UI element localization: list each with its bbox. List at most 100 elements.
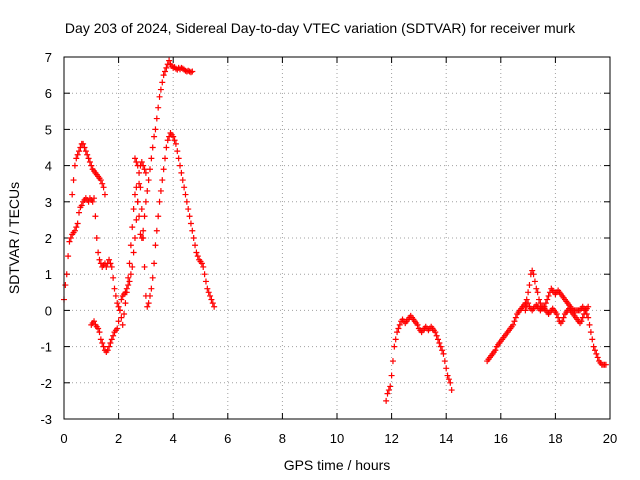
- data-point: [159, 177, 166, 184]
- data-point: [106, 256, 113, 263]
- data-point: [172, 140, 179, 147]
- data-point: [525, 289, 532, 296]
- series-segment-3: [88, 158, 149, 356]
- plot-frame: [63, 56, 611, 420]
- y-tick-label: 3: [45, 195, 52, 210]
- data-point: [141, 263, 148, 270]
- data-point: [531, 278, 538, 285]
- data-point: [145, 300, 152, 307]
- data-point: [123, 285, 130, 292]
- data-point: [533, 285, 540, 292]
- data-point: [162, 155, 169, 162]
- y-tick-label: 4: [45, 159, 52, 174]
- data-point: [187, 69, 194, 76]
- data-point: [170, 133, 177, 140]
- data-point: [585, 314, 592, 321]
- data-point: [84, 151, 91, 158]
- data-point: [553, 311, 560, 318]
- data-point: [435, 336, 442, 343]
- data-point: [534, 289, 541, 296]
- data-point: [160, 166, 167, 173]
- data-point: [189, 68, 196, 75]
- data-point: [159, 79, 166, 86]
- data-point: [73, 155, 80, 162]
- series-segment-1: [61, 57, 196, 328]
- data-point: [389, 358, 396, 365]
- x-tick-label: 6: [224, 431, 231, 446]
- data-point: [136, 169, 143, 176]
- x-tick-labels: 0 2 4 6 8 10 12 14 16 18 20: [60, 431, 617, 446]
- data-point: [96, 256, 103, 263]
- data-point: [69, 191, 76, 198]
- data-point: [144, 187, 151, 194]
- data-point: [121, 311, 128, 318]
- series-segment-7: [522, 300, 592, 327]
- data-point: [92, 213, 99, 220]
- data-points: [61, 57, 609, 404]
- data-point: [198, 260, 205, 267]
- data-point: [155, 104, 162, 111]
- data-point: [97, 177, 104, 184]
- data-point: [95, 249, 102, 256]
- data-point: [111, 285, 118, 292]
- data-point: [118, 296, 125, 303]
- data-point: [591, 347, 598, 354]
- data-point: [156, 93, 163, 100]
- data-point: [129, 224, 136, 231]
- data-point: [511, 318, 518, 325]
- data-point: [81, 144, 88, 151]
- chart-title: Day 203 of 2024, Sidereal Day-to-day VTE…: [65, 20, 576, 36]
- y-tick-label: 7: [45, 50, 52, 65]
- data-point: [153, 115, 160, 122]
- data-point: [179, 177, 186, 184]
- data-point: [126, 278, 133, 285]
- data-point: [86, 158, 93, 165]
- data-point: [530, 271, 537, 278]
- data-point: [209, 300, 216, 307]
- data-point: [133, 158, 140, 165]
- data-point: [114, 325, 121, 332]
- data-point: [201, 271, 208, 278]
- data-point: [522, 307, 529, 314]
- data-point: [585, 303, 592, 310]
- data-point: [157, 86, 164, 93]
- data-point: [181, 184, 188, 191]
- data-point: [129, 263, 136, 270]
- data-point: [383, 397, 390, 404]
- data-point: [444, 372, 451, 379]
- data-point: [106, 343, 113, 350]
- data-point: [162, 68, 169, 75]
- data-point: [560, 314, 567, 321]
- data-point: [99, 339, 106, 346]
- data-point: [131, 155, 138, 162]
- data-point: [170, 64, 177, 71]
- data-point: [122, 300, 129, 307]
- data-point: [152, 242, 159, 249]
- x-tick-label: 14: [439, 431, 453, 446]
- data-point: [394, 329, 401, 336]
- data-point: [151, 133, 158, 140]
- data-point: [512, 314, 519, 321]
- data-point: [93, 235, 100, 241]
- data-point: [140, 162, 147, 169]
- data-point: [146, 166, 153, 173]
- x-tick-label: 4: [170, 431, 177, 446]
- data-point: [559, 318, 566, 325]
- data-point: [587, 329, 594, 336]
- data-point: [211, 303, 218, 310]
- data-point: [440, 350, 447, 357]
- axis-ticks: [63, 56, 611, 420]
- data-point: [185, 67, 192, 74]
- data-point: [526, 282, 533, 289]
- data-point: [127, 271, 134, 278]
- data-point: [602, 361, 609, 368]
- y-axis-label: SDTVAR / TECUs: [6, 182, 22, 294]
- data-point: [78, 202, 85, 209]
- data-point: [187, 220, 194, 227]
- data-point: [190, 235, 197, 241]
- data-point: [204, 285, 211, 292]
- data-point: [63, 271, 70, 278]
- data-point: [70, 177, 77, 184]
- data-point: [91, 195, 98, 202]
- data-point: [529, 267, 536, 274]
